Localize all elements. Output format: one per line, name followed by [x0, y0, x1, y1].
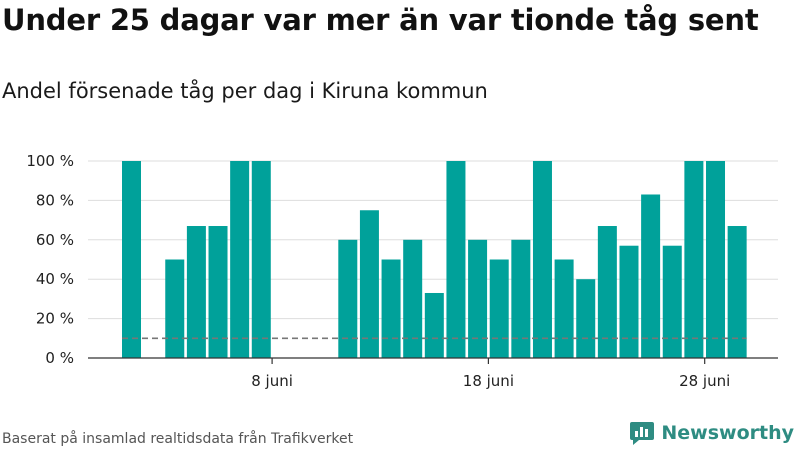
bar-day-17 [468, 239, 488, 358]
bar-day-21 [554, 259, 574, 358]
y-tick-label: 80 % [36, 191, 74, 209]
bar-day-23 [597, 226, 617, 358]
newsworthy-logo-icon [630, 422, 655, 445]
bar-day-15 [424, 292, 444, 358]
y-tick-label: 40 % [36, 270, 74, 288]
x-tick-label: 8 juni [251, 372, 293, 390]
bar-day-14 [403, 239, 423, 358]
bar-day-4 [186, 226, 206, 358]
bar-day-22 [576, 279, 596, 358]
bar-day-25 [641, 194, 661, 358]
bar-day-5 [208, 226, 228, 358]
bars [122, 161, 747, 358]
bar-day-20 [532, 161, 552, 358]
y-tick-label: 100 % [26, 152, 74, 170]
source-note: Baserat på insamlad realtidsdata från Tr… [2, 431, 354, 447]
bar-day-19 [511, 239, 531, 358]
bar-day-26 [662, 245, 682, 358]
x-tick-label: 28 juni [679, 372, 730, 390]
bar-day-29 [727, 226, 747, 358]
x-tick-label: 18 juni [463, 372, 514, 390]
chart-subtitle: Andel försenade tåg per dag i Kiruna kom… [2, 79, 488, 103]
bar-day-18 [489, 259, 509, 358]
y-tick-label: 0 % [45, 349, 74, 367]
bar-day-3 [165, 259, 185, 358]
y-tick-label: 60 % [36, 231, 74, 249]
bar-day-11 [338, 239, 358, 358]
bar-day-7 [251, 161, 271, 358]
bar-day-13 [381, 259, 401, 358]
bar-day-27 [684, 161, 704, 358]
bar-day-24 [619, 245, 639, 358]
bar-day-12 [359, 210, 379, 358]
chart-title: Under 25 dagar var mer än var tionde tåg… [2, 3, 759, 37]
brand-name: Newsworthy [661, 422, 794, 444]
y-tick-label: 20 % [36, 310, 74, 328]
bar-day-1 [122, 161, 141, 358]
bar-day-16 [446, 161, 466, 358]
x-axis-ticks: 8 juni 18 juni 28 juni [251, 358, 730, 390]
brand-logo: Newsworthy [629, 420, 794, 446]
bar-day-6 [230, 161, 250, 358]
bar-chart: 0 % 20 % 40 % 60 % 80 % 100 % 8 juni 18 juni 28… [26, 152, 778, 390]
y-axis-ticks: 0 % 20 % 40 % 60 % 80 % 100 % [26, 152, 74, 367]
bar-day-28 [706, 161, 726, 358]
